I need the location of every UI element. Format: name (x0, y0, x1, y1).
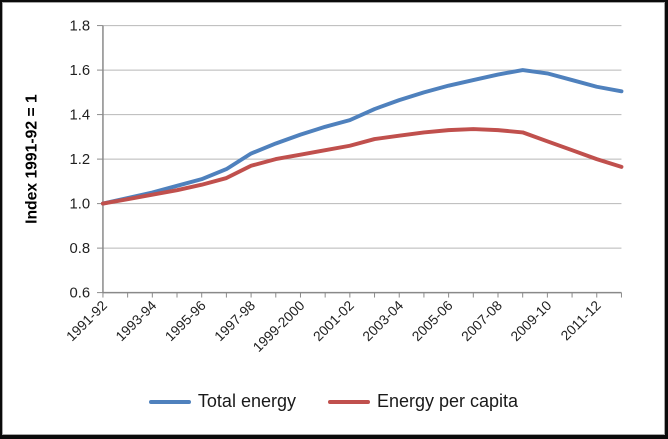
y-tick-label: 0.6 (69, 286, 90, 302)
legend-label: Energy per capita (376, 391, 519, 411)
x-tick-label: 1999-2000 (250, 298, 308, 355)
y-tick-label: 1.6 (69, 63, 90, 79)
x-tick-label: 2005-06 (409, 298, 456, 344)
y-tick-label: 1.0 (69, 197, 90, 213)
chart-legend: Total energy Energy per capita (3, 391, 664, 412)
x-tick-label: 2011-12 (558, 298, 604, 343)
legend-label: Total energy (197, 391, 296, 411)
y-tick-label: 1.4 (69, 108, 90, 124)
y-tick-label: 1.2 (69, 152, 90, 168)
legend-line-sample (327, 399, 370, 404)
legend-item-total-energy: Total energy (148, 391, 296, 412)
x-tick-label: 1993-94 (113, 298, 160, 344)
y-axis-title: Index 1991-92 = 1 (24, 94, 41, 224)
x-tick-label: 2001-02 (310, 298, 357, 344)
legend-line-sample (148, 399, 191, 404)
x-tick-label: 1995-96 (162, 298, 209, 344)
x-tick-label: 1997-98 (212, 298, 259, 344)
chart-frame: 1.8 1.6 1.4 1.2 1.0 0.8 0.6 1991-92 1993-94 1995… (2, 2, 665, 435)
x-tick-label: 2003-04 (360, 298, 407, 344)
line-chart: 1.8 1.6 1.4 1.2 1.0 0.8 0.6 1991-92 1993-94 1995… (24, 19, 624, 355)
x-tick-label: 2009-10 (508, 298, 555, 344)
x-tick-label: 2007-08 (459, 298, 506, 344)
y-axis-tick-labels: 1.8 1.6 1.4 1.2 1.0 0.8 0.6 (69, 19, 90, 302)
legend-item-energy-per-capita: Energy per capita (327, 391, 519, 412)
y-tick-label: 0.8 (69, 241, 90, 257)
series-line-total-energy (100, 68, 624, 206)
x-tick-label: 1991-92 (63, 298, 110, 344)
gridlines (102, 25, 622, 249)
series-line-energy-per-capita (100, 127, 624, 206)
y-tick-label: 1.8 (69, 19, 90, 35)
axes (97, 25, 622, 298)
series-lines (100, 68, 624, 206)
